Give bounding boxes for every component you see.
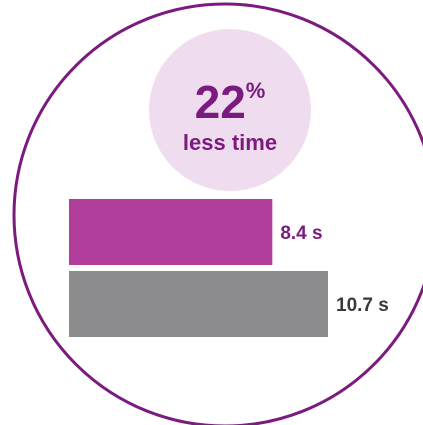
bar-2: [69, 271, 328, 337]
percent-reduction: 22%: [195, 76, 266, 128]
outline-circle: [12, 2, 423, 425]
bar-1-label: 8.4 s: [280, 223, 322, 244]
callout-bubble: 22% less time: [149, 29, 311, 191]
outline-ring: [12, 2, 423, 425]
bar-2-label: 10.7 s: [336, 295, 389, 316]
bubble-background: [149, 29, 311, 191]
percent-number: 22: [195, 76, 246, 128]
callout-caption: less time: [183, 130, 277, 155]
bar-1: [69, 199, 273, 265]
bar-chart: 8.4 s 10.7 s: [69, 199, 389, 337]
percent-sign: %: [246, 78, 266, 103]
